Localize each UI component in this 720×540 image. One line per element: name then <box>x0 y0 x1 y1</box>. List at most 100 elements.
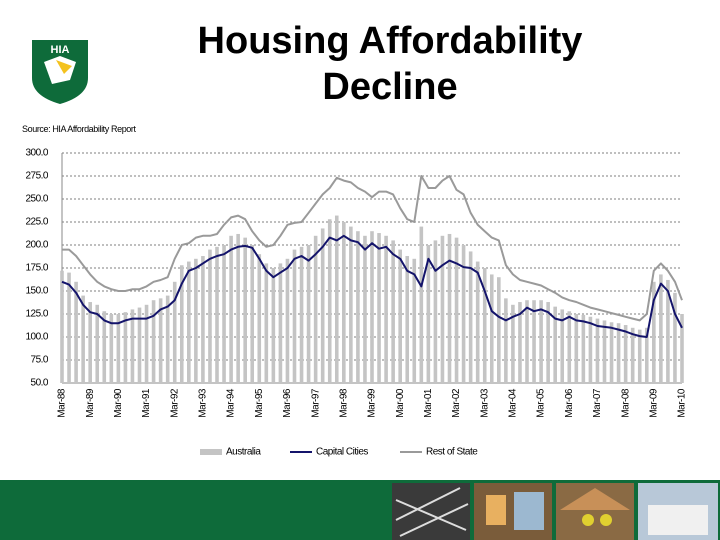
bar <box>588 316 593 383</box>
line-series <box>62 175 683 322</box>
source-note: Source: HIA Affordability Report <box>22 124 136 134</box>
bar <box>447 233 452 383</box>
x-tick-label: Mar-94 <box>226 388 237 418</box>
bar <box>426 245 431 383</box>
bar <box>278 263 283 383</box>
bar <box>116 314 121 383</box>
x-tick-label: Mar-88 <box>57 388 68 418</box>
y-tick-label: 175.0 <box>25 263 48 274</box>
bar <box>222 245 226 383</box>
bar <box>109 314 114 383</box>
bar <box>384 235 388 383</box>
bar <box>60 270 64 383</box>
bar <box>659 274 663 383</box>
bar <box>137 307 142 383</box>
y-tick-label: 275.0 <box>25 171 48 182</box>
bar <box>236 233 240 383</box>
bar <box>95 304 100 383</box>
bar <box>172 281 177 383</box>
bar <box>165 295 170 383</box>
y-tick-label: 100.0 <box>25 332 48 343</box>
bar <box>680 314 684 383</box>
legend-swatch <box>200 449 222 455</box>
x-tick-label: Mar-99 <box>367 388 378 418</box>
bar <box>546 302 550 383</box>
bar <box>67 272 71 383</box>
x-tick-label: Mar-05 <box>536 388 547 418</box>
y-tick-label: 75.0 <box>31 355 49 366</box>
y-tick-label: 200.0 <box>25 240 48 251</box>
legend-label: Capital Cities <box>316 447 368 458</box>
bar <box>356 231 360 383</box>
bar <box>257 254 262 383</box>
bar <box>398 249 402 383</box>
bar <box>673 292 677 383</box>
bar <box>644 327 649 383</box>
y-tick-label: 250.0 <box>25 194 48 205</box>
bar <box>334 215 339 383</box>
bar <box>560 309 565 383</box>
bar <box>567 311 572 383</box>
bar <box>327 219 332 383</box>
bar <box>102 311 107 383</box>
x-tick-label: Mar-02 <box>451 388 462 418</box>
x-tick-label: Mar-01 <box>423 388 434 418</box>
bar <box>151 300 156 383</box>
x-tick-label: Mar-95 <box>254 388 265 418</box>
x-tick-label: Mar-09 <box>648 388 659 418</box>
bar <box>320 228 325 383</box>
bar <box>370 231 374 383</box>
x-tick-label: Mar-06 <box>564 388 575 418</box>
bar <box>187 261 191 383</box>
bar <box>74 281 78 383</box>
bar <box>349 226 353 383</box>
bar <box>574 314 579 383</box>
bar <box>504 298 508 383</box>
bar <box>553 306 557 383</box>
legend-label: Australia <box>226 447 261 458</box>
bar <box>489 274 494 383</box>
bar <box>144 304 149 383</box>
bar <box>623 325 628 383</box>
bar <box>518 302 522 383</box>
bar <box>482 268 487 383</box>
footer-banner <box>0 480 720 540</box>
bar <box>377 233 381 383</box>
bar <box>616 323 621 383</box>
y-tick-label: 300.0 <box>25 148 48 159</box>
bar <box>652 281 656 383</box>
bar <box>201 256 205 383</box>
x-tick-label: Mar-89 <box>85 388 96 418</box>
bar <box>666 279 670 383</box>
bar <box>497 277 501 383</box>
legend-label: Rest of State <box>426 447 478 458</box>
y-tick-label: 50.0 <box>31 378 49 389</box>
bar <box>285 258 290 383</box>
x-tick-label: Mar-96 <box>282 388 293 418</box>
bar <box>88 302 92 383</box>
x-tick-label: Mar-00 <box>395 388 406 418</box>
bar <box>194 258 198 383</box>
bar <box>412 258 417 383</box>
bar <box>461 245 466 383</box>
bar <box>440 235 445 383</box>
bar <box>525 300 529 383</box>
bar <box>306 245 311 383</box>
y-tick-label: 150.0 <box>25 286 48 297</box>
bar <box>609 322 614 383</box>
bar <box>595 318 600 383</box>
bar <box>539 300 543 383</box>
x-tick-label: Mar-93 <box>198 388 209 418</box>
y-tick-label: 225.0 <box>25 217 48 228</box>
bar <box>602 320 607 383</box>
x-tick-label: Mar-07 <box>592 388 603 418</box>
bar <box>391 240 395 383</box>
bar <box>271 268 276 383</box>
y-tick-label: 125.0 <box>25 309 48 320</box>
line-series <box>61 234 683 338</box>
bar <box>532 300 536 383</box>
x-tick-label: Mar-08 <box>620 388 631 418</box>
bar <box>581 314 586 383</box>
